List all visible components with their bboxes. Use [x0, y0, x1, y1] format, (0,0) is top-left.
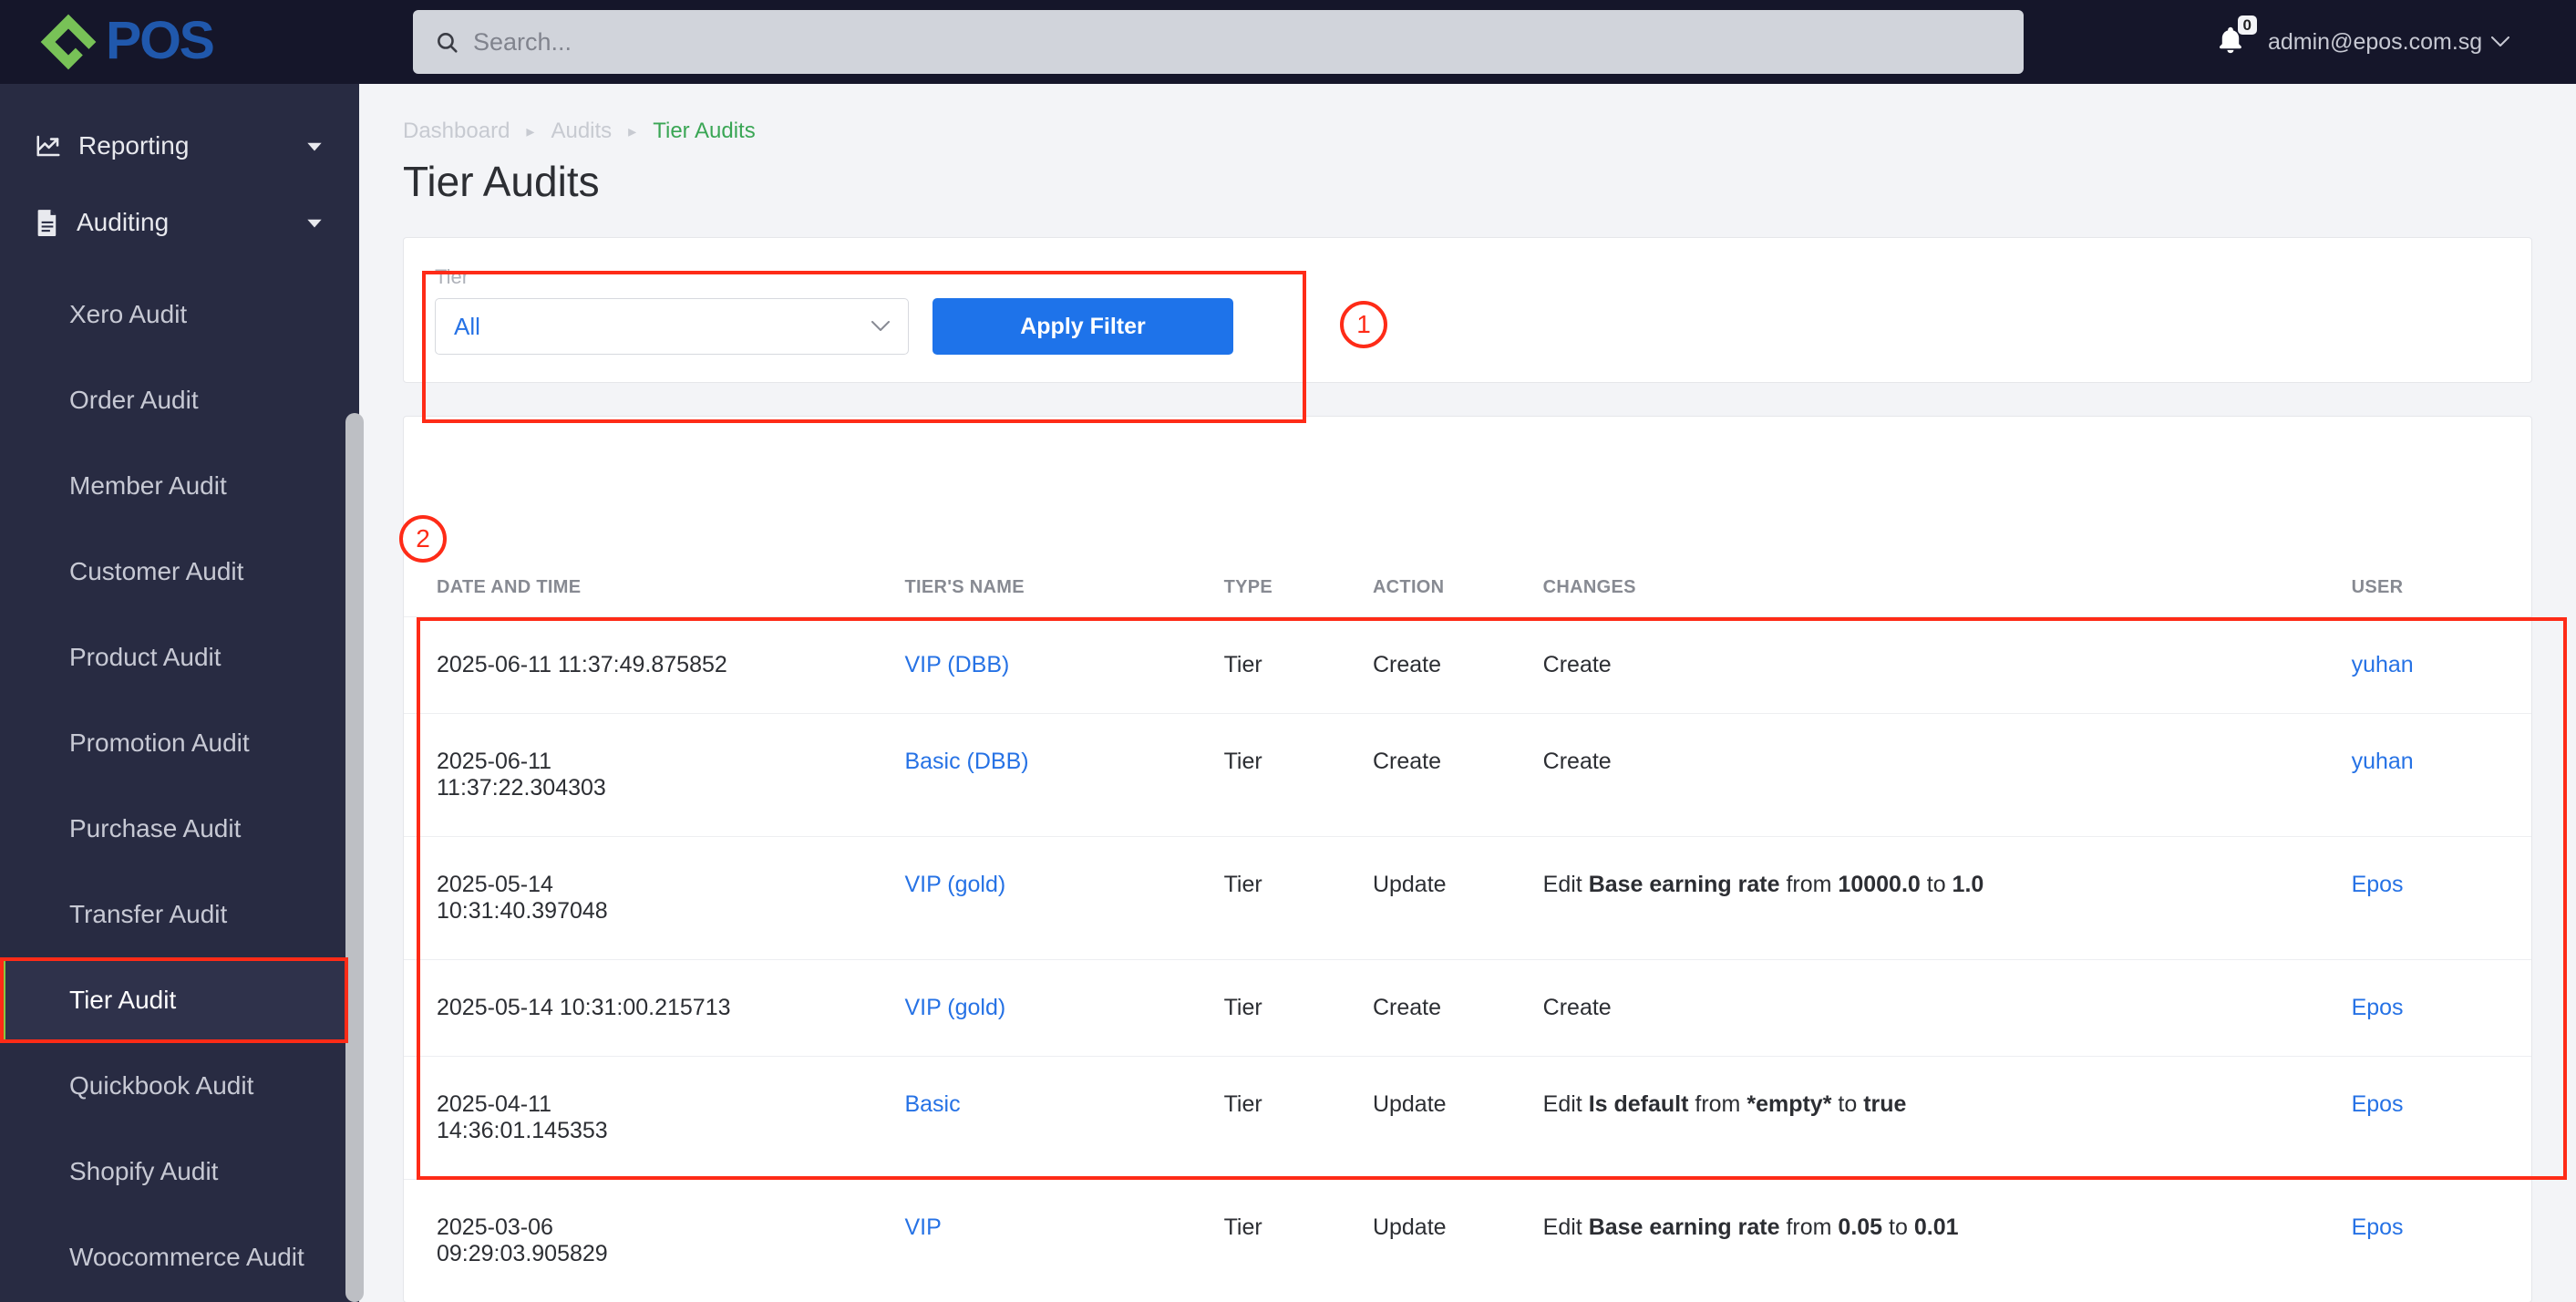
svg-text:POS: POS [106, 17, 213, 67]
